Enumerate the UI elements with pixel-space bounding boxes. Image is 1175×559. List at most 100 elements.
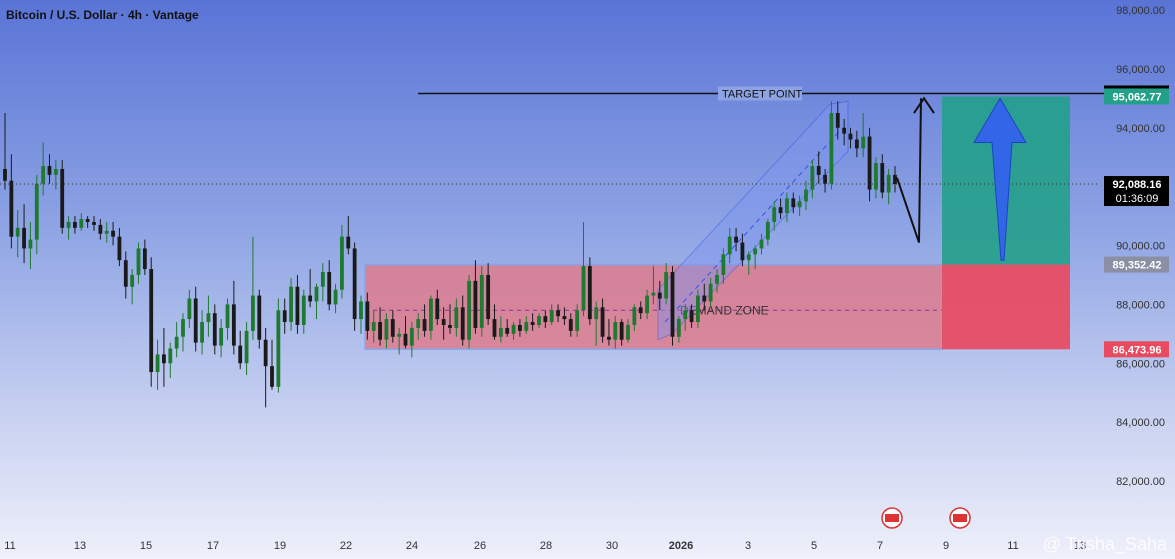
candle-body [9,180,14,237]
candle-body [333,289,338,305]
candle-body [251,295,255,331]
candle-body [689,310,694,323]
x-tick-label: 17 [207,540,219,552]
candle-body [657,292,662,299]
y-tick-label: 94,000.00 [1116,123,1165,135]
stop-box [942,264,1070,350]
candle-body [359,301,363,320]
x-tick-label: 26 [474,540,486,552]
y-tick-label: 86,000.00 [1116,358,1165,370]
candle-body [22,227,26,249]
candle-body [568,319,573,331]
candle-body [397,333,402,337]
candle-body [79,219,84,228]
candle-body [295,286,300,325]
candle-body [340,236,344,290]
candle-body [257,295,262,340]
candle-body [193,298,198,343]
channel-midline [664,130,841,323]
candle-body [587,266,592,320]
candle-body [486,274,491,320]
candle-body [785,198,789,214]
candle-body [721,254,726,275]
target-label: TARGET POINT [722,88,803,100]
candle-body [664,271,669,299]
candle-body [734,236,738,243]
candle-body [575,310,580,331]
candle-body [893,174,897,185]
candle-body [181,319,185,337]
x-tick-label: 13 [74,540,86,552]
candle-body [594,307,599,320]
price-tag-label: 86,473.96 [1113,344,1162,356]
candle-body [696,295,700,323]
x-tick-label: 22 [340,540,352,552]
watermark: @ Trisha_Saha [1042,534,1167,554]
candle-body [479,274,484,328]
x-tick-label: 28 [540,540,552,552]
candle-body [3,168,7,181]
candle-body [168,348,173,364]
candle-body [231,304,236,346]
candle-body [130,274,135,287]
candle-body [708,283,713,302]
candle-body [549,310,554,323]
y-tick-label: 90,000.00 [1116,241,1165,253]
candle-body [791,198,796,208]
candle-body [47,166,52,175]
rising-channel [657,100,849,341]
candle-body [797,201,802,208]
candle-body [460,307,465,340]
candle-body [409,327,414,346]
candle-body [429,298,433,331]
candle-body [651,292,656,296]
candle-body [282,310,287,323]
price-tag [1104,176,1169,207]
candle-body [835,113,840,128]
candle-body [85,219,90,222]
candle-body [244,330,249,364]
candle-body [638,307,643,314]
candle-body [435,298,440,320]
candle-body [308,295,313,302]
y-tick-label: 82,000.00 [1116,476,1165,488]
candle-body [854,139,859,149]
x-tick-label: 30 [606,540,618,552]
candles-layer [3,101,897,408]
candle-body [276,310,281,387]
candle-body [874,163,878,190]
x-tick-label: 5 [811,540,817,552]
x-tick-label: 7 [877,540,883,552]
candle-body [670,271,675,337]
candle-body [390,319,395,337]
projection-path [896,98,922,243]
candle-body [15,227,20,237]
overlay-layer: TARGET POINT [0,86,1106,261]
y-tick-label: 84,000.00 [1116,417,1165,429]
candle-body [498,327,503,337]
price-tag [1104,88,1169,105]
x-tick-label: 24 [406,540,418,552]
candle-body [66,221,71,228]
candle-body [123,260,128,287]
up-arrow [973,97,1027,261]
x-tick-label: 15 [140,540,152,552]
candle-body [740,242,745,261]
candle-body [448,324,452,328]
candle-body [765,221,770,240]
candle-body [327,271,332,305]
candle-body [41,166,46,184]
x-tick-label: 19 [274,540,286,552]
candle-body [206,313,211,323]
candle-body [149,269,154,373]
candle-body [556,310,560,317]
price-tag-label: 95,062.77 [1113,91,1162,103]
candle-body [810,166,815,190]
target-label-bg [718,86,802,101]
candle-body [142,248,147,270]
candle-body [626,324,630,340]
candle-body [200,322,204,343]
candle-body [505,327,510,334]
price-tag [1104,341,1169,358]
